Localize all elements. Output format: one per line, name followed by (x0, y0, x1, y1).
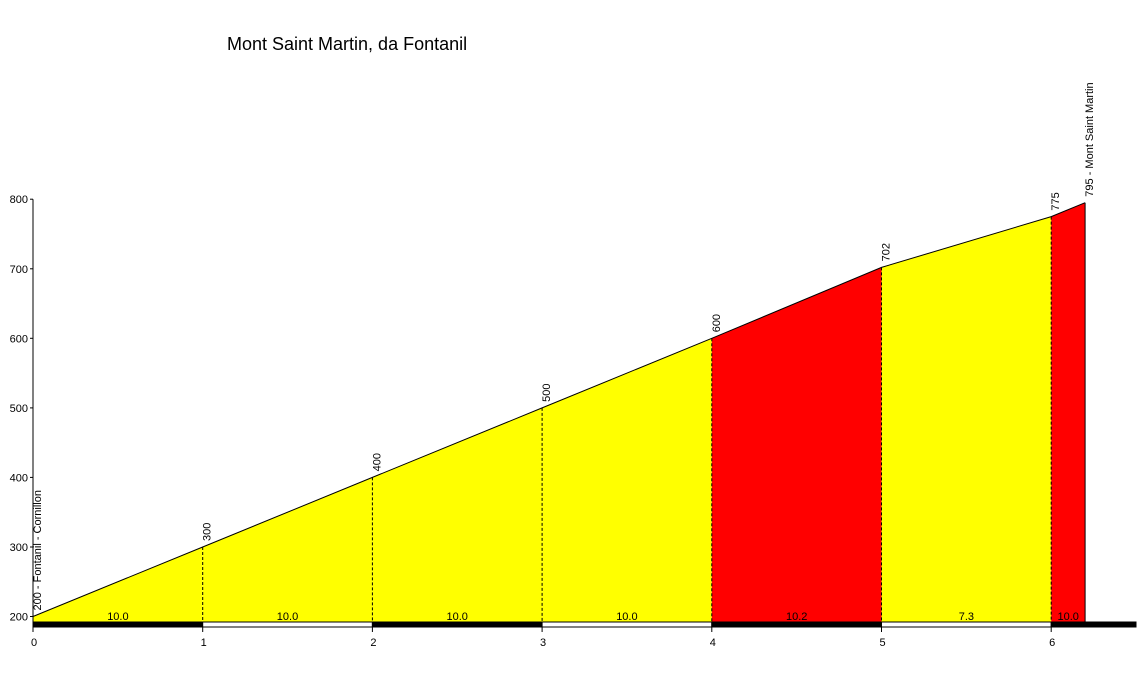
segment-fill-1 (33, 547, 203, 623)
tick-labels: 200 300 400 500 600 700 800 0 1 2 3 4 5 6 (10, 194, 1056, 649)
x-tick-label-0: 0 (31, 637, 37, 649)
x-tick-label-2: 2 (370, 637, 376, 649)
profile-line-group (32, 202, 1086, 617)
gradient-label-7: 10.0 (1057, 611, 1078, 623)
point-label-2: 400 (371, 453, 383, 471)
point-label-3: 500 (541, 384, 553, 402)
gradient-label-5: 10.2 (786, 611, 807, 623)
point-label-5: 702 (881, 243, 893, 261)
y-tick-label-700: 700 (10, 264, 28, 276)
x-tick-label-3: 3 (540, 637, 546, 649)
point-label-4: 600 (711, 314, 723, 332)
y-tick-label-600: 600 (10, 333, 28, 345)
y-tick-label-400: 400 (10, 472, 28, 484)
profile-line (32, 202, 1086, 617)
gradient-label-6: 7.3 (959, 611, 974, 623)
gradient-label-4: 10.0 (616, 611, 637, 623)
scale-bar-km-6 (1050, 621, 1137, 628)
km-dividers (202, 202, 1086, 623)
segment-fill-7 (1051, 202, 1086, 623)
chart-title: Mont Saint Martin, da Fontanil (227, 34, 468, 54)
y-tick-label-500: 500 (10, 403, 28, 415)
x-tick-label-6: 6 (1049, 637, 1055, 649)
y-tick-label-300: 300 (10, 542, 28, 554)
gradient-label-3: 10.0 (446, 611, 467, 623)
segment-fill-4 (542, 338, 712, 623)
axes (30, 198, 1052, 632)
y-tick-label-200: 200 (10, 612, 28, 624)
segment-fill-6 (881, 216, 1052, 623)
gradient-label-1: 10.0 (107, 611, 128, 623)
segment-fills (33, 202, 1086, 623)
gradient-label-2: 10.0 (277, 611, 298, 623)
segment-fill-2 (202, 477, 373, 623)
point-label-7: 795 - Mont Saint Martin (1084, 82, 1096, 196)
x-tick-label-4: 4 (710, 637, 716, 649)
point-label-1: 300 (202, 523, 214, 541)
point-label-6: 775 (1050, 192, 1062, 210)
x-tick-label-5: 5 (879, 637, 885, 649)
x-tick-label-1: 1 (201, 637, 207, 649)
point-label-0: 200 - Fontanil - Cornillon (32, 490, 44, 610)
y-tick-label-800: 800 (10, 194, 28, 206)
point-labels: 200 - Fontanil - Cornillon 300 400 500 600 70… (32, 82, 1096, 610)
km-scale-bar (32, 621, 1137, 628)
segment-fill-5 (711, 267, 882, 623)
gradient-labels: 10.0 10.0 10.0 10.0 10.2 7.3 10.0 (107, 611, 1079, 623)
segment-fill-3 (372, 407, 543, 623)
